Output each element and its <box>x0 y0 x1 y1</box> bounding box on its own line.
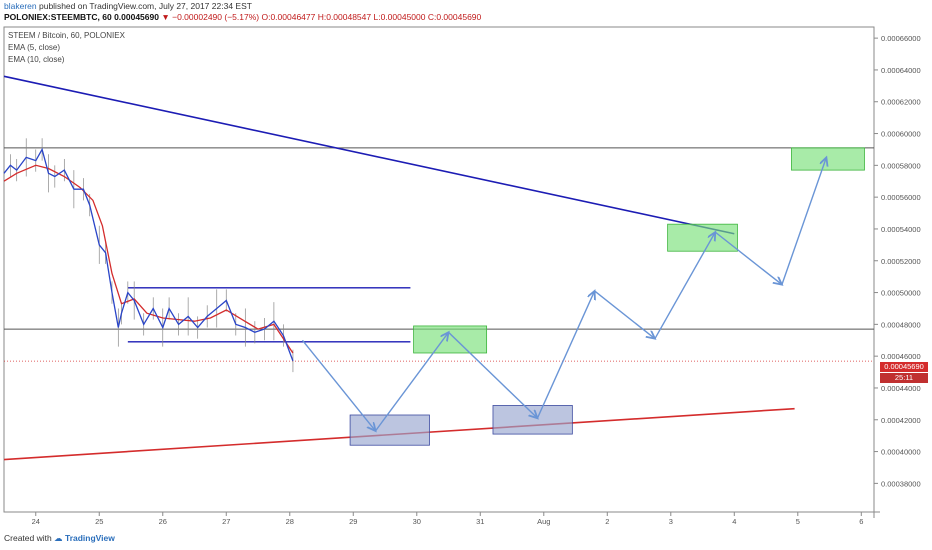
projection-arrow-7[interactable] <box>781 157 826 285</box>
x-tick-label-4: 28 <box>286 517 294 526</box>
legend-ema10: EMA (10, close) <box>8 55 65 64</box>
y-tick-label-14: 0.00066000 <box>881 34 921 43</box>
ema-5-price-line <box>3 147 294 362</box>
target-box-green-3[interactable] <box>667 223 738 252</box>
ohlc-values: O:0.00046477 H:0.00048547 L:0.00045000 C… <box>261 12 482 22</box>
projection-arrow-3[interactable] <box>536 291 594 419</box>
last-price: 0.00045690 <box>114 12 159 22</box>
target-box-green-1[interactable] <box>413 325 488 354</box>
y-tick-label-4: 0.00046000 <box>881 352 921 361</box>
x-tick-label-12: 5 <box>796 517 800 526</box>
y-tick-label-8: 0.00054000 <box>881 225 921 234</box>
tradingview-logo-icon: ☁ <box>54 533 63 543</box>
y-tick-label-13: 0.00064000 <box>881 66 921 75</box>
published-text: published on TradingView.com, July 27, 2… <box>38 1 252 11</box>
projection-arrow-4[interactable] <box>594 290 655 339</box>
trendline-resistance[interactable] <box>3 75 735 235</box>
x-tick-label-6: 30 <box>413 517 421 526</box>
y-tick-label-6: 0.00050000 <box>881 289 921 298</box>
projection-arrow-2[interactable] <box>448 331 538 418</box>
x-tick-label-9: 2 <box>605 517 609 526</box>
y-tick-label-12: 0.00062000 <box>881 98 921 107</box>
target-box-blue-0[interactable] <box>349 414 430 446</box>
created-with-text: Created with <box>4 533 52 543</box>
x-tick-label-2: 26 <box>159 517 167 526</box>
footer-credit: Created with ☁ TradingView <box>4 533 115 544</box>
x-tick-label-11: 4 <box>732 517 736 526</box>
ema-10-line <box>3 164 294 354</box>
author-link[interactable]: blakeren <box>4 1 37 11</box>
x-tick-label-10: 3 <box>669 517 673 526</box>
projection-arrow-6[interactable] <box>714 231 782 284</box>
legend-symbol: STEEM / Bitcoin, 60, POLONIEX <box>8 31 125 40</box>
y-tick-label-9: 0.00056000 <box>881 193 921 202</box>
x-tick-label-7: 31 <box>476 517 484 526</box>
projection-arrow-1[interactable] <box>374 332 448 432</box>
plot-frame <box>3 26 875 513</box>
candle-countdown-tag: 25:11 <box>880 373 928 383</box>
symbol-label: POLONIEX:STEEMBTC, 60 <box>4 12 112 22</box>
y-tick-label-10: 0.00058000 <box>881 161 921 170</box>
x-tick-label-0: 24 <box>32 517 40 526</box>
y-tick-label-2: 0.00042000 <box>881 416 921 425</box>
x-tick-label-3: 27 <box>222 517 230 526</box>
tradingview-brand[interactable]: TradingView <box>64 533 115 543</box>
symbol-info: POLONIEX:STEEMBTC, 60 0.00045690 ▼ −0.00… <box>4 12 481 23</box>
x-tick-label-5: 29 <box>349 517 357 526</box>
x-tick-label-8: Aug <box>537 517 550 526</box>
y-tick-label-1: 0.00040000 <box>881 448 921 457</box>
legend-ema5: EMA (5, close) <box>8 43 61 52</box>
price-change: ▼ −0.00002490 (−5.17%) <box>161 12 260 22</box>
y-tick-label-11: 0.00060000 <box>881 130 921 139</box>
x-tick-label-1: 25 <box>95 517 103 526</box>
y-tick-label-0: 0.00038000 <box>881 479 921 488</box>
projection-arrow-5[interactable] <box>654 232 715 340</box>
publish-info: blakeren published on TradingView.com, J… <box>4 1 252 12</box>
x-tick-label-13: 6 <box>859 517 863 526</box>
projection-arrow-0[interactable] <box>301 339 375 431</box>
y-tick-label-7: 0.00052000 <box>881 257 921 266</box>
target-box-blue-2[interactable] <box>492 405 573 435</box>
target-box-green-4[interactable] <box>791 147 865 171</box>
y-tick-label-3: 0.00044000 <box>881 384 921 393</box>
current-price-tag: 0.00045690 <box>880 362 928 372</box>
y-tick-label-5: 0.00048000 <box>881 320 921 329</box>
